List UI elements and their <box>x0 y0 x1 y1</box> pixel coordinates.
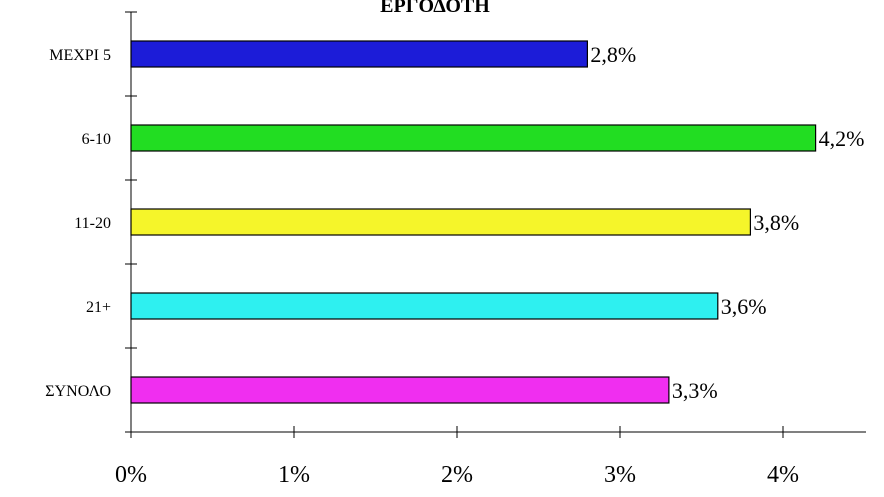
bar <box>130 292 719 320</box>
data-label: 3,3% <box>672 378 718 403</box>
data-label: 2,8% <box>590 42 636 67</box>
x-tick-label: 4% <box>767 462 799 488</box>
bar <box>130 40 588 68</box>
category-label: 11-20 <box>74 215 111 232</box>
data-label: 3,8% <box>753 210 799 235</box>
x-tick-label: 0% <box>115 462 147 488</box>
category-label: 21+ <box>86 299 111 316</box>
chart-title: ΕΡΓΟΔΟΤΗ <box>380 0 490 17</box>
bar <box>130 376 670 404</box>
labels: 0% 1% 2% 3% 4% ΜΕΧΡΙ 5 2,8% 6-10 4,2% 11-20 3,8% 21… <box>45 42 864 488</box>
bars <box>130 40 817 404</box>
bar <box>130 124 817 152</box>
category-label: ΣΥΝΟΛΟ <box>45 383 111 400</box>
category-label: ΜΕΧΡΙ 5 <box>49 47 111 64</box>
bar <box>130 208 752 236</box>
data-label: 3,6% <box>721 294 767 319</box>
data-label: 4,2% <box>819 126 865 151</box>
category-label: 6-10 <box>82 131 111 148</box>
x-tick-label: 1% <box>278 462 310 488</box>
x-tick-label: 3% <box>604 462 636 488</box>
x-tick-label: 2% <box>441 462 473 488</box>
